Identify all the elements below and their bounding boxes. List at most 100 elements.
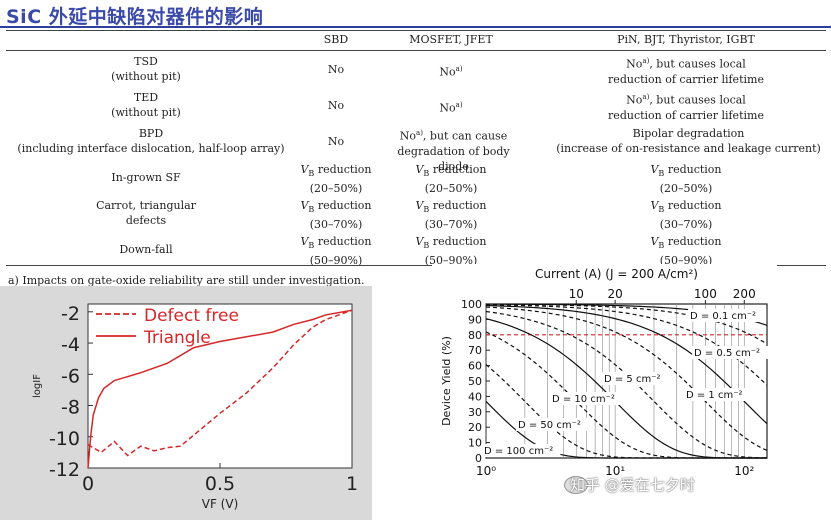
defect-note: (without pit) bbox=[111, 106, 181, 119]
curve-label: D = 5 cm⁻² bbox=[604, 374, 661, 385]
row-carrot-sbd: VB reduction (30–70%) bbox=[291, 198, 381, 232]
vb-symbol: V bbox=[650, 163, 659, 176]
row-carrot-defect: Carrot, triangular defects bbox=[6, 198, 286, 228]
cell-line: VB reduction bbox=[641, 198, 731, 217]
row-bpd-bipolar: Bipolar degradation (increase of on-resi… bbox=[556, 126, 821, 156]
vb-symbol: V bbox=[650, 235, 659, 248]
x-tick-label: 10¹ bbox=[605, 464, 625, 478]
cell-line: VB reduction bbox=[641, 234, 731, 253]
curve-label: D = 0.1 cm⁻² bbox=[690, 311, 756, 322]
row-ted-defect: TED (without pit) bbox=[6, 90, 286, 120]
label-bg bbox=[482, 444, 561, 457]
row-downfall-bipolar: VB reduction (50–90%) bbox=[641, 234, 731, 268]
row-carrot-bipolar: VB reduction (30–70%) bbox=[641, 198, 731, 232]
y-tick-label: 20 bbox=[468, 421, 482, 434]
footnote-mark: a) bbox=[455, 101, 463, 109]
defect-note: (without pit) bbox=[111, 70, 181, 83]
cell-line: Noa), but causes local bbox=[561, 54, 811, 72]
vb-symbol: V bbox=[650, 199, 659, 212]
yield-curve bbox=[485, 303, 768, 345]
cell-text: , but causes local bbox=[649, 57, 746, 71]
row-tsd-defect: TSD (without pit) bbox=[6, 54, 286, 84]
y-tick-label: -12 bbox=[49, 459, 80, 481]
defect-name: BPD bbox=[138, 127, 164, 140]
defect-name: TED bbox=[133, 91, 159, 104]
vb-symbol: V bbox=[300, 199, 309, 212]
label-bg bbox=[516, 418, 589, 431]
footnote-mark: a) bbox=[416, 129, 423, 137]
iv-chart: -2 -4 -6 -8 -10 -120 0.5 1 VF (V) logIF Defect fre… bbox=[32, 303, 358, 511]
x-axis-label: VF (V) bbox=[202, 497, 239, 511]
iv-chart-panel: -2 -4 -6 -8 -10 -12 0 0.5 1 VF (V) logIF Defect fre… bbox=[0, 286, 372, 520]
row-bpd-mosfet: Noa), but can cause degradation of body … bbox=[381, 126, 526, 174]
y-tick-label: -10 bbox=[49, 428, 80, 450]
yield-chart: 0 10 20 30 40 50 60 70 80 90 100 10⁰ 10¹ 10² 10 20 100 20… bbox=[440, 267, 771, 478]
vb-symbol: V bbox=[300, 235, 309, 248]
cell-line: VB reduction bbox=[641, 162, 731, 181]
row-downfall-mosfet: VB reduction (50–90%) bbox=[406, 234, 496, 268]
footnote-mark: a) bbox=[642, 57, 650, 65]
cell-line: Bipolar degradation bbox=[632, 127, 745, 140]
cell-line: Noa), but causes local bbox=[561, 90, 811, 108]
cell-text: reduction bbox=[317, 235, 372, 248]
cell-text: reduction bbox=[317, 199, 372, 212]
vb-subscript: B bbox=[658, 241, 665, 251]
y-tick-label: 0 bbox=[475, 452, 482, 465]
yield-curve bbox=[485, 400, 767, 459]
cell-line: VB reduction bbox=[406, 234, 496, 253]
cell-text: , but causes local bbox=[649, 93, 746, 107]
defect-note: (including interface dislocation, half-l… bbox=[17, 142, 285, 155]
cell-line: (50–90%) bbox=[309, 254, 363, 268]
row-ted-mosfet: Noa) bbox=[391, 98, 511, 116]
watermark: 知乎 @爱在七夕时 bbox=[570, 476, 695, 494]
cell-line: VB reduction bbox=[291, 162, 381, 181]
cell-line: (20–50%) bbox=[309, 182, 363, 196]
row-ingrown-bipolar: VB reduction (20–50%) bbox=[641, 162, 731, 196]
cell-text: No bbox=[626, 93, 643, 107]
row-ingrown-defect: In-grown SF bbox=[111, 171, 181, 184]
yield-curve bbox=[485, 304, 768, 425]
vb-subscript: B bbox=[423, 169, 430, 179]
row-ted-sbd: No bbox=[327, 99, 345, 112]
vb-subscript: B bbox=[308, 169, 315, 179]
cell-text: reduction bbox=[667, 163, 722, 176]
top-tick-label: 200 bbox=[733, 287, 756, 301]
header-sbd: SBD bbox=[323, 33, 349, 46]
footnote-mark: a) bbox=[642, 93, 650, 101]
cell-text: reduction bbox=[667, 235, 722, 248]
cell-line: (20–50%) bbox=[659, 182, 713, 196]
footnote-mark: a) bbox=[455, 65, 463, 73]
x-tick-label: 10⁰ bbox=[476, 464, 496, 478]
cell-text: reduction bbox=[432, 163, 487, 176]
y-tick-label: 100 bbox=[461, 298, 482, 311]
cell-line: (50–90%) bbox=[659, 254, 713, 268]
row-downfall-sbd: VB reduction (50–90%) bbox=[291, 234, 381, 268]
y-tick-label: -8 bbox=[61, 397, 80, 419]
header-mosfet: MOSFET, JFET bbox=[409, 33, 493, 46]
curve-label: D = 1 cm⁻² bbox=[686, 390, 743, 401]
page-title: SiC 外延中缺陷对器件的影响 bbox=[6, 6, 264, 28]
cell-line: VB reduction bbox=[291, 198, 381, 217]
cell-line: reduction of carrier lifetime bbox=[608, 108, 764, 122]
cell-text: reduction bbox=[667, 199, 722, 212]
cell-text: , but can cause bbox=[422, 129, 508, 143]
curve-label: D = 50 cm⁻² bbox=[518, 420, 581, 431]
y-tick-label: -2 bbox=[61, 303, 80, 325]
y-tick-label: -6 bbox=[61, 365, 80, 387]
cell-text: No bbox=[399, 129, 417, 143]
y-axis-label: logIF bbox=[32, 374, 43, 398]
top-tick-label: 10 bbox=[569, 287, 584, 301]
cell-line: degradation of body diode bbox=[397, 144, 510, 173]
table-top-rule bbox=[6, 30, 826, 31]
top-tick-label: 100 bbox=[694, 287, 717, 301]
vb-symbol: V bbox=[415, 199, 424, 212]
row-tsd-bipolar: Noa), but causes local reduction of carr… bbox=[561, 54, 811, 87]
defect-impact-table: SBD MOSFET, JFET PiN, BJT, Thyristor, IG… bbox=[6, 30, 826, 268]
cell-line: reduction of carrier lifetime bbox=[608, 72, 764, 86]
cell-text: No bbox=[439, 65, 456, 79]
y-tick-label: 90 bbox=[468, 313, 482, 326]
zhihu-logo-icon bbox=[564, 476, 588, 494]
vb-symbol: V bbox=[300, 163, 309, 176]
cell-text: reduction bbox=[432, 235, 487, 248]
series-line-2 bbox=[87, 309, 353, 469]
